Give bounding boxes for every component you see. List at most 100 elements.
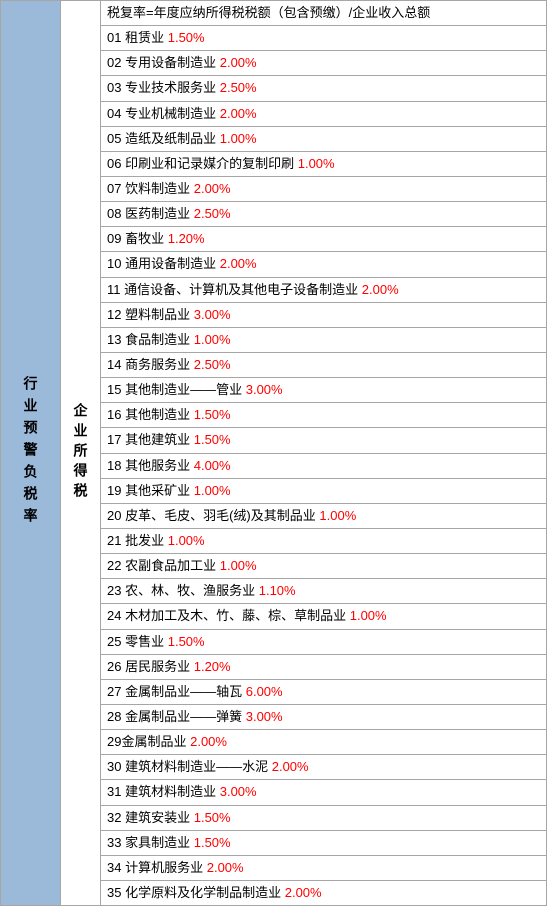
row-number: 11: [107, 282, 121, 297]
industry-name: 通用设备制造业: [125, 256, 216, 271]
row-number: 29: [107, 734, 121, 749]
industry-name: 其他采矿业: [125, 483, 190, 498]
category-column: 行业预警负税率: [1, 1, 61, 905]
row-number: 03: [107, 80, 121, 95]
industry-name: 农副食品加工业: [125, 558, 216, 573]
table-row: 35 化学原料及化学制品制造业 2.00%: [101, 881, 546, 905]
tax-type-column: 企业所得税: [61, 1, 101, 905]
industry-name: 专业技术服务业: [125, 80, 216, 95]
table-row: 11 通信设备、计算机及其他电子设备制造业 2.00%: [101, 278, 546, 303]
tax-rate-value: 2.00%: [220, 55, 257, 70]
industry-name: 计算机服务业: [125, 860, 203, 875]
table-row: 04 专业机械制造业 2.00%: [101, 102, 546, 127]
tax-rate-value: 3.00%: [194, 307, 231, 322]
row-number: 21: [107, 533, 121, 548]
table-row: 30 建筑材料制造业——水泥 2.00%: [101, 755, 546, 780]
row-number: 12: [107, 307, 121, 322]
tax-rate-value: 1.20%: [168, 231, 205, 246]
row-number: 13: [107, 332, 121, 347]
industry-name: 批发业: [125, 533, 164, 548]
tax-rate-value: 2.00%: [362, 282, 399, 297]
tax-rate-value: 1.00%: [168, 533, 205, 548]
row-number: 06: [107, 156, 121, 171]
industry-name: 商务服务业: [125, 357, 190, 372]
tax-rate-value: 1.00%: [350, 608, 387, 623]
table-row: 10 通用设备制造业 2.00%: [101, 252, 546, 277]
tax-rate-table: 行业预警负税率 企业所得税 税复率=年度应纳所得税税额（包含预缴）/企业收入总额…: [0, 0, 547, 906]
tax-rate-value: 1.00%: [298, 156, 335, 171]
industry-name: 租赁业: [125, 30, 164, 45]
row-number: 24: [107, 608, 121, 623]
tax-rate-value: 1.00%: [319, 508, 356, 523]
table-row: 32 建筑安装业 1.50%: [101, 806, 546, 831]
tax-rate-value: 2.50%: [194, 206, 231, 221]
row-number: 10: [107, 256, 121, 271]
row-number: 05: [107, 131, 121, 146]
row-number: 02: [107, 55, 121, 70]
row-number: 30: [107, 759, 121, 774]
row-number: 14: [107, 357, 121, 372]
industry-name: 皮革、毛皮、羽毛(绒)及其制品业: [125, 508, 316, 523]
industry-name: 其他服务业: [125, 458, 190, 473]
tax-rate-value: 1.00%: [220, 131, 257, 146]
industry-name: 化学原料及化学制品制造业: [125, 885, 281, 900]
industry-name: 其他制造业: [125, 407, 190, 422]
tax-rate-value: 6.00%: [246, 684, 283, 699]
industry-name: 农、林、牧、渔服务业: [125, 583, 255, 598]
industry-name: 居民服务业: [125, 659, 190, 674]
industry-name: 木材加工及木、竹、藤、棕、草制品业: [125, 608, 346, 623]
category-label: 行业预警负税率: [21, 376, 41, 530]
tax-rate-value: 2.00%: [285, 885, 322, 900]
table-row: 12 塑料制品业 3.00%: [101, 303, 546, 328]
row-number: 35: [107, 885, 121, 900]
table-row: 14 商务服务业 2.50%: [101, 353, 546, 378]
industry-name: 金属制品业——弹簧: [125, 709, 242, 724]
tax-rate-value: 2.00%: [207, 860, 244, 875]
table-row: 33 家具制造业 1.50%: [101, 831, 546, 856]
tax-rate-value: 2.00%: [194, 181, 231, 196]
industry-name: 造纸及纸制品业: [125, 131, 216, 146]
tax-rate-value: 1.00%: [194, 332, 231, 347]
table-row: 29金属制品业 2.00%: [101, 730, 546, 755]
industry-name: 畜牧业: [125, 231, 164, 246]
industry-name: 印刷业和记录媒介的复制印刷: [125, 156, 294, 171]
row-number: 28: [107, 709, 121, 724]
tax-rate-value: 1.50%: [194, 810, 231, 825]
row-number: 19: [107, 483, 121, 498]
table-row: 23 农、林、牧、渔服务业 1.10%: [101, 579, 546, 604]
tax-rate-value: 1.50%: [168, 30, 205, 45]
row-number: 22: [107, 558, 121, 573]
table-row: 07 饮料制造业 2.00%: [101, 177, 546, 202]
row-number: 26: [107, 659, 121, 674]
tax-rate-value: 1.50%: [194, 432, 231, 447]
row-number: 25: [107, 634, 121, 649]
tax-rate-value: 1.10%: [259, 583, 296, 598]
row-number: 04: [107, 106, 121, 121]
industry-name: 建筑材料制造业: [125, 784, 216, 799]
industry-name: 其他制造业——管业: [125, 382, 242, 397]
tax-rate-value: 2.00%: [190, 734, 227, 749]
row-number: 34: [107, 860, 121, 875]
table-row: 01 租赁业 1.50%: [101, 26, 546, 51]
tax-type-label: 企业所得税: [71, 403, 91, 503]
row-number: 15: [107, 382, 121, 397]
table-row: 18 其他服务业 4.00%: [101, 454, 546, 479]
industry-name: 金属制品业: [121, 734, 186, 749]
row-number: 18: [107, 458, 121, 473]
tax-rate-value: 1.50%: [194, 407, 231, 422]
tax-rate-value: 1.00%: [194, 483, 231, 498]
row-number: 08: [107, 206, 121, 221]
row-number: 23: [107, 583, 121, 598]
table-row: 31 建筑材料制造业 3.00%: [101, 780, 546, 805]
tax-rate-value: 2.50%: [220, 80, 257, 95]
tax-rate-value: 1.50%: [168, 634, 205, 649]
row-number: 27: [107, 684, 121, 699]
table-row: 28 金属制品业——弹簧 3.00%: [101, 705, 546, 730]
industry-name: 食品制造业: [125, 332, 190, 347]
row-number: 09: [107, 231, 121, 246]
formula-header: 税复率=年度应纳所得税税额（包含预缴）/企业收入总额: [101, 1, 546, 26]
table-row: 13 食品制造业 1.00%: [101, 328, 546, 353]
row-number: 07: [107, 181, 121, 196]
row-number: 33: [107, 835, 121, 850]
table-row: 27 金属制品业——轴瓦 6.00%: [101, 680, 546, 705]
